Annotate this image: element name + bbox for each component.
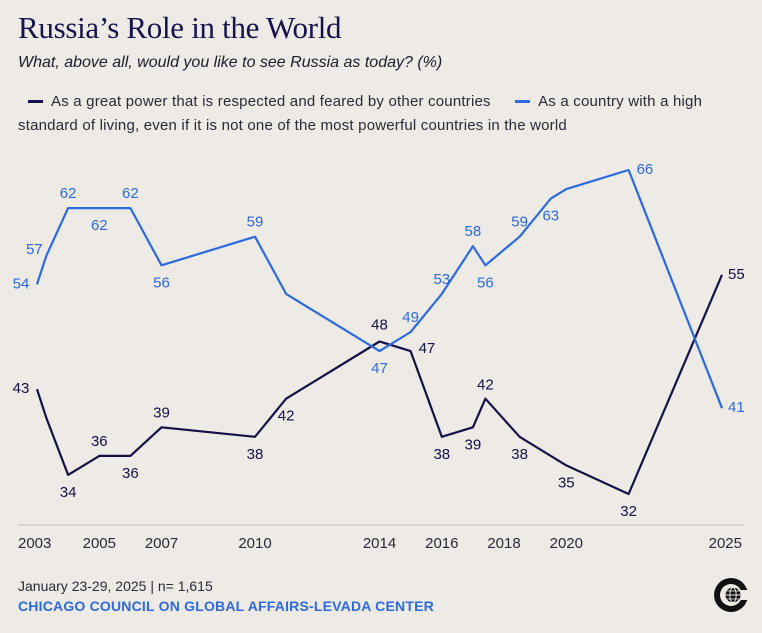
data-label: 63	[542, 208, 559, 225]
line-chart: 43 34 36 36 39 38 42 48 47 38 39 42 38 35 32 55 54 57 62 62…	[13, 161, 745, 552]
data-label: 36	[91, 433, 108, 450]
data-label: 59	[247, 214, 264, 231]
x-tick-label: 2025	[709, 535, 742, 552]
series-layer	[35, 168, 724, 496]
data-label: 34	[60, 484, 77, 501]
data-label: 47	[419, 340, 436, 357]
series-line-living-standard	[35, 168, 724, 409]
survey-date-sample: January 23-29, 2025 | n= 1,615	[18, 578, 213, 594]
x-tick-label: 2014	[363, 535, 396, 552]
series-line-great-power	[35, 274, 724, 496]
data-label: 38	[433, 446, 450, 463]
x-tick-label: 2005	[83, 535, 116, 552]
data-label: 62	[91, 217, 108, 234]
x-tick-label: 2007	[145, 535, 178, 552]
x-tick-label: 2010	[238, 535, 271, 552]
x-tick-label: 2003	[18, 535, 51, 552]
data-label-layer: 43 34 36 36 39 38 42 48 47 38 39 42 38 35 32 55 54 57 62 62…	[13, 161, 745, 520]
data-label: 39	[153, 404, 170, 421]
x-tick-label: 2018	[487, 535, 520, 552]
legend-label-great-power: As a great power that is respected and f…	[51, 93, 491, 110]
data-label: 66	[637, 161, 654, 178]
chart-subtitle: What, above all, would you like to see R…	[18, 54, 443, 71]
data-label: 59	[511, 214, 528, 231]
x-tick-label: 2016	[425, 535, 458, 552]
data-label: 62	[60, 185, 77, 202]
data-label: 38	[247, 446, 264, 463]
source-credit: CHICAGO COUNCIL ON GLOBAL AFFAIRS-LEVADA…	[18, 598, 434, 614]
data-label: 57	[26, 241, 43, 258]
data-label: 36	[122, 465, 139, 482]
data-label: 35	[558, 474, 575, 491]
data-label: 42	[477, 377, 494, 394]
data-label: 48	[371, 317, 388, 334]
data-label: 55	[728, 266, 745, 283]
data-label: 43	[13, 380, 30, 397]
data-label: 53	[433, 271, 450, 288]
data-label: 62	[122, 185, 139, 202]
data-label: 41	[728, 399, 745, 416]
data-label: 49	[402, 309, 419, 326]
data-label: 54	[13, 275, 30, 292]
data-label: 56	[153, 274, 170, 291]
data-label: 39	[465, 436, 482, 453]
globe-c-logo-icon	[714, 578, 750, 612]
data-label: 56	[477, 274, 494, 291]
chart-legend: As a great power that is respected and f…	[18, 90, 748, 138]
x-tick-layer: 2003 2005 2007 2010 2014 2016 2018 2020 2025	[18, 535, 742, 552]
data-label: 47	[371, 360, 388, 377]
legend-swatch-great-power	[28, 99, 43, 103]
data-label: 38	[511, 446, 528, 463]
x-tick-label: 2020	[550, 535, 583, 552]
legend-label-living-standard: As a country with a high standard of liv…	[18, 93, 703, 134]
data-label: 32	[620, 503, 637, 520]
legend-swatch-living-standard	[515, 99, 531, 103]
data-label: 58	[465, 223, 482, 240]
data-label: 42	[278, 408, 295, 425]
chart-title: Russia’s Role in the World	[18, 10, 342, 45]
